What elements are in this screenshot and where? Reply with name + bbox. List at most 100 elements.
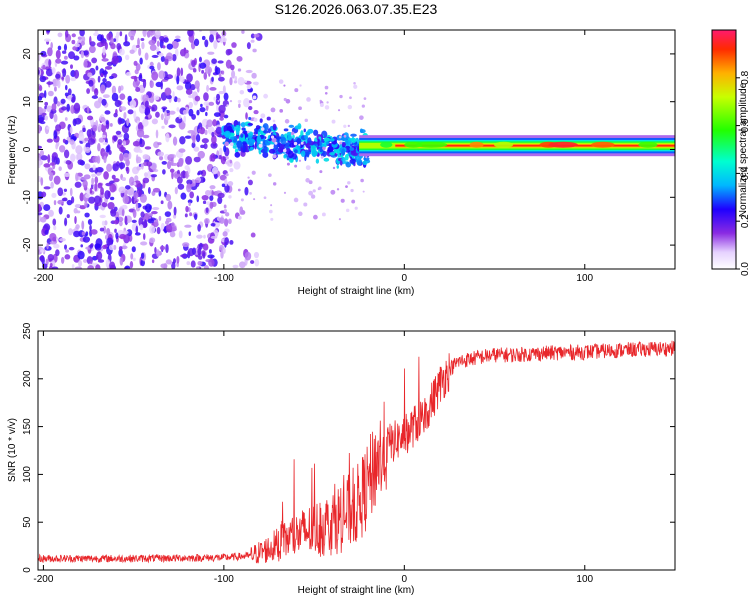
heatmap-cell xyxy=(253,110,259,115)
heatmap-cell xyxy=(163,110,168,118)
heatmap-cell xyxy=(53,243,60,249)
heatmap-cell xyxy=(354,206,358,210)
heatmap-cell xyxy=(234,151,241,158)
heatmap-cell xyxy=(128,30,136,38)
heatmap-cell xyxy=(188,108,194,117)
heatmap-cell xyxy=(229,239,234,245)
heatmap-cell xyxy=(229,142,234,146)
heatmap-cell xyxy=(213,112,221,117)
heatmap-cell xyxy=(158,70,166,79)
heatmap-cell xyxy=(210,235,218,240)
heatmap-cell xyxy=(186,73,193,83)
heatmap-cell xyxy=(190,260,196,268)
heatmap-cell xyxy=(69,139,75,145)
heatmap-cell xyxy=(80,40,86,46)
heatmap-cell xyxy=(303,202,308,207)
snr-frame xyxy=(37,330,676,571)
heatmap-cell xyxy=(58,145,66,153)
heatmap-cell xyxy=(99,84,106,94)
heatmap-cell xyxy=(187,183,192,189)
heatmap-cell xyxy=(223,114,229,119)
heatmap-cell xyxy=(213,96,216,101)
heatmap-cell xyxy=(43,186,51,190)
heatmap-cell xyxy=(45,258,49,266)
snr-x-ticks: -200 -100 0 100 xyxy=(33,331,594,585)
heatmap-cell xyxy=(158,52,164,57)
heatmap-cell xyxy=(142,94,149,103)
heatmap-cell xyxy=(93,32,100,37)
heatmap-cell xyxy=(84,212,90,218)
heatmap-cell xyxy=(173,96,178,103)
heatmap-cell xyxy=(170,162,178,166)
heatmap-cell xyxy=(57,45,62,51)
heatmap-cell xyxy=(138,104,146,114)
heatmap-cell xyxy=(155,47,160,52)
heatmap-cell xyxy=(76,152,83,162)
heatmap-cell xyxy=(323,137,331,142)
heatmap-cell xyxy=(296,137,302,145)
heatmap-cell xyxy=(66,214,70,219)
heatmap-cell xyxy=(138,47,142,56)
heatmap-cell xyxy=(139,193,147,203)
heatmap-cell xyxy=(106,163,113,173)
heatmap-cell xyxy=(101,58,109,62)
y-tick-label: 200 xyxy=(22,370,33,387)
heatmap-cell xyxy=(61,50,67,54)
heatmap-cell xyxy=(177,183,185,190)
heatmap-cell xyxy=(73,102,81,112)
heatmap-cell xyxy=(99,214,106,219)
heatmap-cell xyxy=(144,146,152,150)
heatmap-cell xyxy=(47,154,51,164)
heatmap-cell xyxy=(202,200,207,205)
heatmap-cell xyxy=(218,147,223,156)
heatmap-cell xyxy=(73,55,80,61)
heatmap-cell xyxy=(240,133,244,138)
heatmap-cell xyxy=(68,51,76,60)
heatmap-cell xyxy=(117,138,123,145)
heatmap-cell xyxy=(119,31,123,37)
heatmap-cell xyxy=(218,104,226,114)
heatmap-y-label: Frequency (Hz) xyxy=(7,116,18,185)
heatmap-cell xyxy=(137,121,144,132)
heatmap-cell xyxy=(187,30,194,37)
heatmap-cell xyxy=(262,151,269,158)
heatmap-cell xyxy=(77,250,85,260)
heatmap-cell xyxy=(184,224,192,228)
heatmap-cell xyxy=(329,138,335,142)
heatmap-cell xyxy=(87,265,95,269)
heatmap-cell xyxy=(42,64,46,70)
heatmap-cell xyxy=(250,260,255,264)
heatmap-cell xyxy=(199,107,206,113)
heatmap-cell xyxy=(247,179,253,186)
heatmap-cell xyxy=(336,164,339,169)
heatmap-cell xyxy=(218,155,222,160)
heatmap-cell xyxy=(345,185,348,189)
heatmap-cell xyxy=(84,201,88,208)
heatmap-cell xyxy=(220,249,224,259)
heatmap-cell xyxy=(124,265,131,269)
heatmap-cell xyxy=(48,265,53,269)
heatmap-cell xyxy=(165,132,170,143)
heatmap-cell xyxy=(44,101,49,106)
heatmap-cell xyxy=(38,160,41,169)
heatmap-cell xyxy=(127,95,132,102)
heatmap-cell xyxy=(166,94,172,100)
heatmap-cell xyxy=(188,101,194,109)
heatmap-cell xyxy=(168,110,176,115)
heatmap-cell xyxy=(192,134,196,144)
heatmap-cell xyxy=(169,231,176,238)
heatmap-cell xyxy=(230,136,235,141)
heatmap-cell xyxy=(60,98,66,104)
heatmap-cell xyxy=(94,183,98,192)
heatmap-cell xyxy=(44,38,51,42)
heatmap-x-ticks: -200 -100 0 100 xyxy=(33,30,594,284)
heatmap-cell xyxy=(308,180,313,185)
heatmap-cell xyxy=(200,144,205,149)
heatmap-cell xyxy=(78,260,83,267)
heatmap-cell xyxy=(216,93,221,101)
heatmap-cell xyxy=(176,75,180,85)
heatmap-cell xyxy=(57,32,63,38)
heatmap-cell xyxy=(44,229,49,235)
heatmap-cell xyxy=(103,69,107,78)
y-tick-label: 150 xyxy=(22,418,33,435)
